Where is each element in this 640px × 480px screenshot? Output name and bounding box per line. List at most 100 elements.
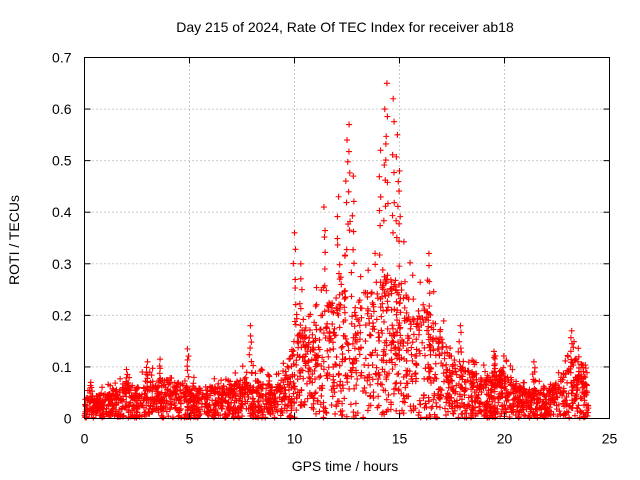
roti-point [144,395,151,402]
roti-point [420,301,427,308]
roti-point [559,376,566,383]
roti-point [392,277,399,284]
roti-point [334,213,341,220]
roti-point [515,386,522,393]
roti-point [381,106,388,113]
roti-point [112,408,119,415]
roti-point [149,378,156,385]
roti-point [465,359,472,366]
roti-point [452,365,459,372]
roti-point [256,392,263,399]
roti-point [298,286,305,293]
roti-point [137,399,144,406]
roti-point [209,384,216,391]
roti-point [245,394,252,401]
roti-point [389,151,396,158]
roti-point [491,402,498,409]
roti-point [310,400,317,407]
roti-point [185,373,192,380]
roti-point [426,278,433,285]
roti-point [523,400,530,407]
roti-point [433,335,440,342]
roti-point [394,289,401,296]
roti-point [199,400,206,407]
roti-point [349,313,356,320]
roti-point [559,400,566,407]
roti-point [129,403,136,410]
roti-point [145,409,152,416]
roti-point [516,392,523,399]
plot-frame [84,57,610,419]
roti-point [555,401,562,408]
roti-point [408,376,415,383]
roti-point [562,397,569,404]
roti-point [376,251,383,258]
roti-point [220,397,227,404]
roti-point [105,391,112,398]
roti-point [339,400,346,407]
roti-point [438,387,445,394]
roti-point [156,378,163,385]
roti-point [393,234,400,241]
roti-point [562,357,569,364]
roti-point [510,402,517,409]
roti-point [390,332,397,339]
roti-point [258,407,265,414]
roti-point [392,344,399,351]
roti-point [514,396,521,403]
roti-point [322,227,329,234]
roti-point [336,301,343,308]
roti-point [491,368,498,375]
roti-point [151,398,158,405]
roti-point [465,394,472,401]
roti-point [377,147,384,154]
roti-point [350,246,357,253]
roti-point [430,288,437,295]
roti-point [310,338,317,345]
roti-point [348,293,355,300]
roti-point [500,352,507,359]
roti-point [344,340,351,347]
roti-point [424,327,431,334]
roti-point [372,261,379,268]
roti-point [305,313,312,320]
roti-point [374,290,381,297]
roti-point [390,390,397,397]
roti-point [322,405,329,412]
roti-point [434,346,441,353]
roti-point [146,410,153,417]
roti-point [397,213,404,220]
roti-point [258,385,265,392]
roti-point [391,199,398,206]
roti-point [370,394,377,401]
roti-point [334,241,341,248]
roti-point [157,375,164,382]
roti-point [239,390,246,397]
roti-point [293,357,300,364]
roti-point [297,275,304,282]
roti-point [248,400,255,407]
axis-ticks [84,57,610,419]
roti-point [123,366,130,373]
roti-point [431,392,438,399]
roti-point [383,80,390,87]
roti-point [394,352,401,359]
roti-point [416,347,423,354]
roti-point [572,396,579,403]
roti-point [323,410,330,417]
roti-point [291,229,298,236]
roti-point [555,369,562,376]
roti-point [396,220,403,227]
roti-point [352,412,359,419]
roti-point [491,388,498,395]
roti-point [345,148,352,155]
roti-point [94,401,101,408]
roti-point [428,324,435,331]
roti-point [351,309,358,316]
roti-point [232,397,239,404]
roti-point [132,393,139,400]
roti-point [307,348,314,355]
roti-point [220,388,227,395]
roti-point [292,276,299,283]
roti-point [306,365,313,372]
